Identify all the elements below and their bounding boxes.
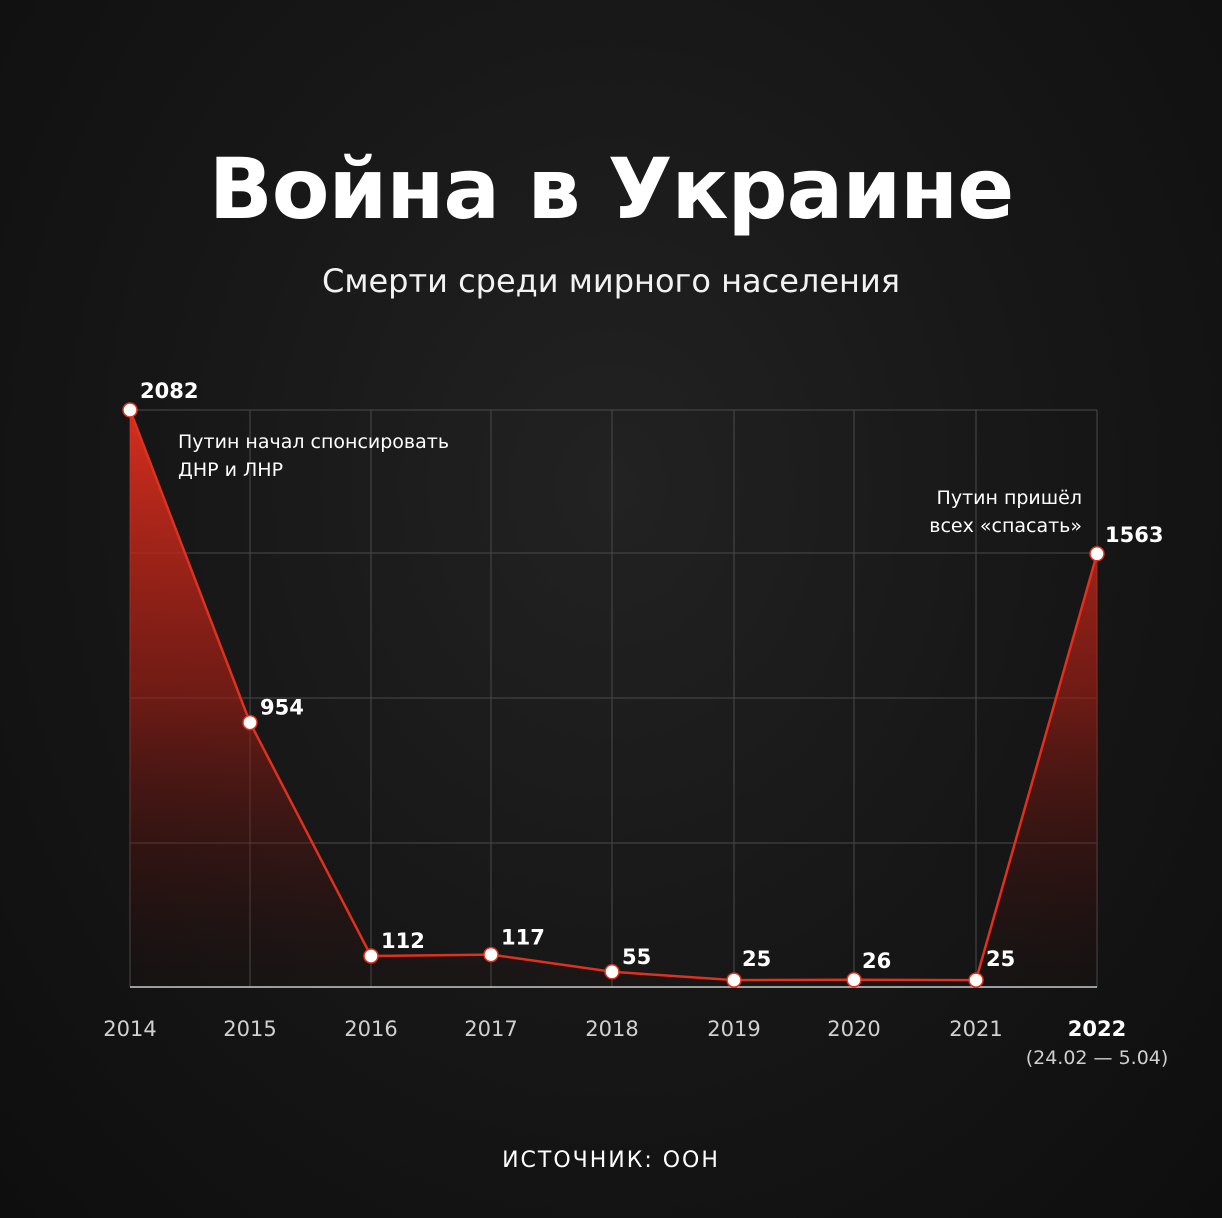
data-label-2020: 26 [862,949,891,973]
data-label-2014: 2082 [140,379,198,403]
x-tick-label-2015: 2015 [223,1017,276,1041]
x-tick-label-2017: 2017 [464,1017,517,1041]
annotation-2014-line: ДНР и ЛНР [178,459,283,481]
source-note: ИСТОЧНИК: ООН [502,1148,720,1173]
x-tick-label-2020: 2020 [827,1017,880,1041]
data-point-2017 [483,946,499,963]
data-label-2021: 25 [986,947,1015,971]
annotation-2022-line: Путин пришёл [937,487,1082,509]
area-fill [130,410,1097,987]
data-point-2020 [846,972,862,988]
page-subtitle: Смерти среди мирного населения [321,262,900,300]
chart-points [122,402,1105,988]
x-tick-label-2018: 2018 [585,1017,638,1041]
data-point-2021 [968,972,984,988]
x-tick-label-2022: 2022 [1068,1017,1126,1041]
data-point-2014 [122,402,138,418]
data-label-2019: 25 [742,947,771,971]
x-tick-sublabel-2022: (24.02 — 5.04) [1026,1047,1169,1069]
data-point-2018 [604,964,620,980]
data-label-2022: 1563 [1105,523,1163,547]
annotation-2022-line: всех «спасать» [929,515,1082,537]
x-tick-label-2014: 2014 [103,1017,156,1041]
data-label-2016: 112 [381,929,425,953]
chart-annotations: Путин начал спонсировать ДНР и ЛНР Путин п… [178,431,1082,537]
data-point-2016 [363,948,379,964]
data-point-2022 [1089,546,1105,562]
data-point-2015 [242,714,258,731]
x-tick-label-2016: 2016 [344,1017,397,1041]
page-title: Война в Украине [208,140,1014,238]
x-tick-label-2019: 2019 [707,1017,760,1041]
annotation-2014-line: Путин начал спонсировать [178,431,449,453]
chart-labels: 2082 954 112 117 55 25 26 25 1563 2014 2015 2016 201… [103,379,1168,1069]
data-point-2019 [726,972,742,988]
data-label-2018: 55 [622,945,651,969]
chart-area [130,410,1097,987]
x-tick-label-2021: 2021 [949,1017,1002,1041]
data-label-2017: 117 [501,926,545,950]
data-label-2015: 954 [260,696,304,720]
